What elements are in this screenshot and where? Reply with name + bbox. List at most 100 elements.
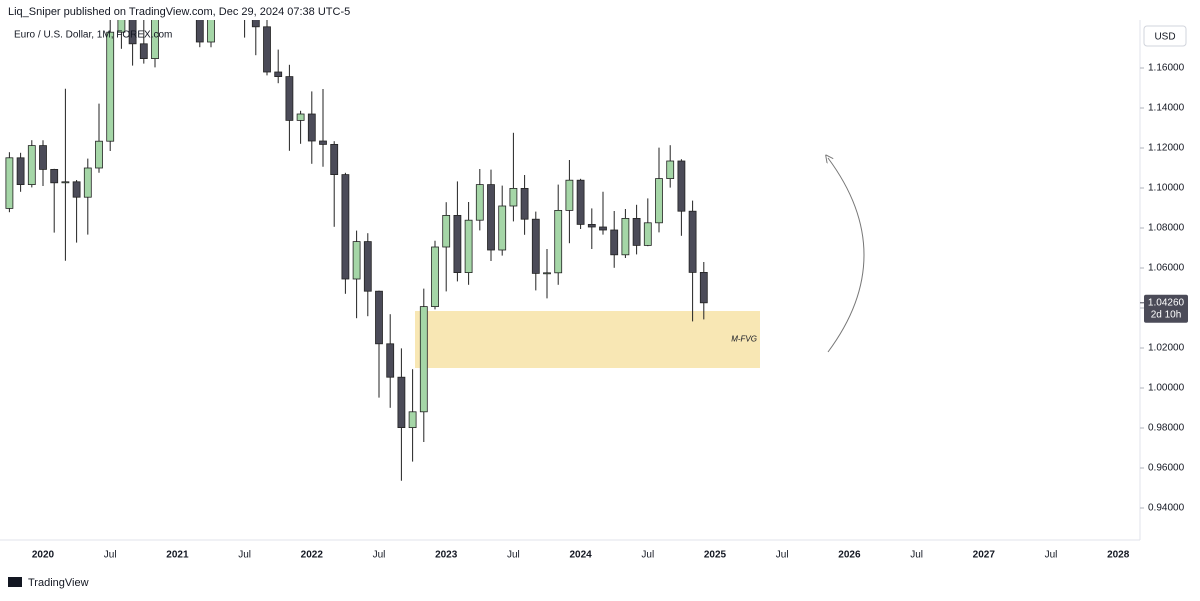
candle-body [576,179,585,225]
candle-body [39,145,47,170]
candle-body [442,214,451,248]
currency: USD [1154,32,1175,43]
candle-body [509,187,518,207]
candle-body [699,271,708,304]
candle-body [330,143,339,175]
x-tick-label: Jul [776,550,789,561]
candle-body [643,222,652,246]
x-tick-label: 2023 [435,550,458,561]
y-tick-label: 1.00000 [1148,383,1185,394]
currency-box[interactable] [1143,25,1187,47]
candle-body [307,113,316,142]
candle-body [151,20,159,59]
arrow [828,158,865,353]
candle-body [263,26,271,73]
candle-body [117,20,126,33]
candle-body [207,20,215,43]
y-tick-label: 1.02000 [1148,343,1185,354]
candle-body [677,160,686,212]
candle-body [610,229,619,256]
x-tick-label: Jul [641,550,654,561]
candle-body [61,181,70,184]
candle-body [106,31,115,142]
candle-body [419,306,428,413]
candle-body [128,20,137,45]
y-tick-label: 1.10000 [1148,183,1185,194]
candle-body [632,217,641,246]
y-tick-label: 1.12000 [1148,143,1185,154]
y-tick-label: 0.96000 [1148,463,1185,474]
x-tick-label: Jul [1045,550,1058,561]
footer: TradingView [28,577,89,589]
candle-body [475,184,484,221]
x-tick-label: Jul [910,550,923,561]
candle-body [83,167,92,198]
header-bar [0,0,1200,20]
candle-body [319,140,327,145]
x-tick-label: 2022 [301,550,324,561]
y-tick-label: 0.98000 [1148,423,1185,434]
x-tick-label: 2028 [1107,550,1130,561]
candle-body [408,411,417,428]
countdown: 2d 10h [1151,309,1182,320]
candle-body [554,209,563,274]
price-label: 1.04260 [1148,297,1185,308]
x-tick-label: 2025 [704,550,727,561]
candle-body [95,140,103,169]
published: Liq_Sniper published on TradingView.com,… [8,6,350,18]
candle-body [72,181,81,198]
candle-body [655,178,663,224]
y-tick-label: 1.14000 [1148,103,1185,114]
plot-area [5,20,760,481]
symbol: Euro / U.S. Dollar, 1M, FOREX.com [14,30,172,41]
candle-body [464,219,473,273]
candle-body [599,226,607,231]
candle-body [453,214,462,273]
y-tick-label: 0.94000 [1148,503,1185,514]
x-tick-label: 2021 [166,550,189,561]
candle-body [195,20,204,43]
candle-body [363,241,372,292]
candle-body [139,43,148,59]
candle-body [520,187,529,220]
candle-body [296,113,305,121]
candle-body [498,205,507,251]
candle-body [386,343,395,378]
y-tick-label: 1.08000 [1148,223,1185,234]
x-tick-label: 2020 [32,550,55,561]
candle-body [274,71,283,77]
candle-body [621,217,630,256]
x-tick-label: Jul [373,550,386,561]
candle-body [375,290,383,345]
candle-body [531,218,540,274]
x-tick-label: Jul [104,550,117,561]
candle-body [341,174,350,280]
candle-body [487,184,495,251]
candle-body [688,210,697,273]
candle-body [27,145,36,186]
y-tick-label: 1.16000 [1148,63,1185,74]
logo [8,577,22,587]
x-tick-label: 2024 [569,550,592,561]
candle-body [587,223,596,228]
candle-body [16,157,25,186]
fvg-zone [415,311,760,368]
candle-body [50,168,59,184]
y-tick-label: 1.06000 [1148,263,1185,274]
candle-body [251,20,260,28]
candle-body [352,241,361,280]
fvg-label: M-FVG [731,335,757,344]
candle-body [5,157,14,209]
candle-body [543,272,551,275]
price-box [1144,294,1188,323]
x-tick-label: Jul [507,550,520,561]
candle-body [565,179,574,211]
x-tick-label: 2026 [838,550,861,561]
candle-body [397,376,406,429]
x-tick-label: Jul [238,550,251,561]
candle-body [431,246,439,307]
candle-body [666,160,675,180]
candle-body [285,76,294,121]
x-tick-label: 2027 [973,550,996,561]
